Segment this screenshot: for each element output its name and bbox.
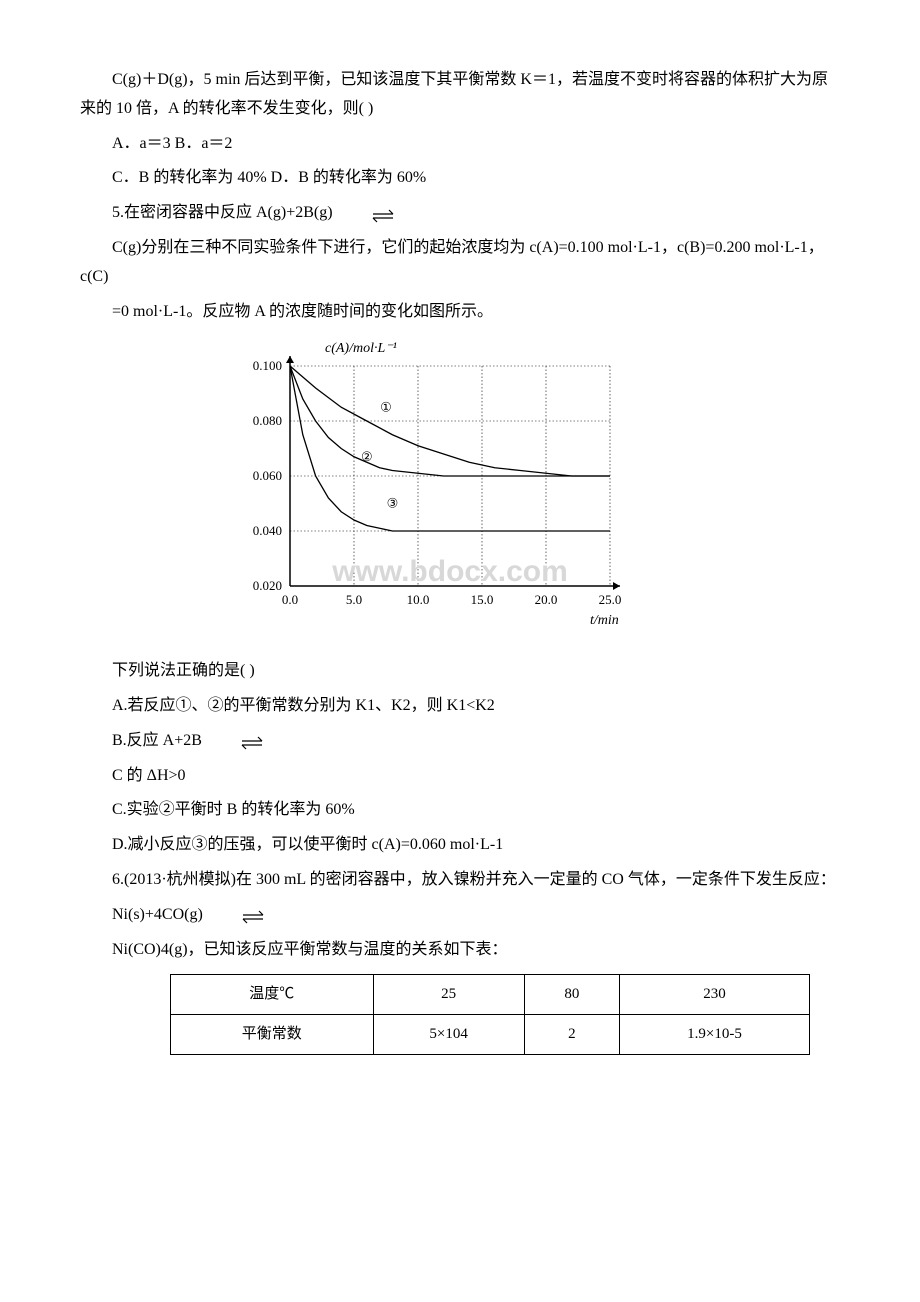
svg-text:5.0: 5.0 [346,592,362,607]
svg-text:0.060: 0.060 [253,468,282,483]
svg-text:0.100: 0.100 [253,358,282,373]
q5-optB-suffix: C 的 ΔH>0 [80,762,840,791]
table-cell: 平衡常数 [171,1015,374,1055]
concentration-chart: 0.0 5.0 10.0 15.0 20.0 25.0 0.020 0.040 0.060 0.0… [210,336,840,647]
svg-text:www.bdocx.com: www.bdocx.com [331,555,568,588]
q4-optC: C．B 的转化率为 40% D．B 的转化率为 60% [80,164,840,193]
q5-optC: C.实验②平衡时 B 的转化率为 60% [80,796,840,825]
table-cell: 1.9×10-5 [620,1015,810,1055]
equilibrium-icon [208,733,238,749]
table-cell: 25 [373,975,524,1015]
q5-intro-text: 5.在密闭容器中反应 A(g)+2B(g) [112,204,333,221]
svg-text:0.080: 0.080 [253,413,282,428]
equilibrium-icon [339,206,369,222]
q5-prompt: 下列说法正确的是( ) [80,657,840,686]
table-cell: 2 [524,1015,619,1055]
table-cell: 5×104 [373,1015,524,1055]
svg-text:15.0: 15.0 [471,592,494,607]
table-cell: 80 [524,975,619,1015]
q5-intro: 5.在密闭容器中反应 A(g)+2B(g) [80,199,840,228]
chart-svg: 0.0 5.0 10.0 15.0 20.0 25.0 0.020 0.040 0.060 0.0… [210,336,630,636]
svg-text:20.0: 20.0 [535,592,558,607]
svg-text:①: ① [380,400,392,415]
q5-line2: C(g)分别在三种不同实验条件下进行，它们的起始浓度均为 c(A)=0.100 … [80,234,840,292]
svg-text:0.0: 0.0 [282,592,298,607]
table-row: 温度℃ 25 80 230 [171,975,810,1015]
q5-optD: D.减小反应③的压强，可以使平衡时 c(A)=0.060 mol·L-1 [80,831,840,860]
q5-optA: A.若反应①、②的平衡常数分别为 K1、K2，则 K1<K2 [80,692,840,721]
q6-eq-prefix: Ni(s)+4CO(g) [112,906,203,923]
q6-eq: Ni(s)+4CO(g) [80,901,840,930]
table-cell: 230 [620,975,810,1015]
equilibrium-icon [209,907,239,923]
svg-text:0.020: 0.020 [253,578,282,593]
q6-intro: 6.(2013·杭州模拟)在 300 mL 的密闭容器中，放入镍粉并充入一定量的… [80,866,840,895]
svg-text:c(A)/mol·L⁻¹: c(A)/mol·L⁻¹ [325,341,397,356]
svg-text:25.0: 25.0 [599,592,622,607]
svg-text:②: ② [361,449,373,464]
svg-text:10.0: 10.0 [407,592,430,607]
q5-optB: B.反应 A+2B [80,727,840,756]
q6-line2: Ni(CO)4(g)，已知该反应平衡常数与温度的关系如下表： [80,936,840,965]
q5-optB-prefix: B.反应 A+2B [112,732,202,749]
q5-line3: =0 mol·L-1。反应物 A 的浓度随时间的变化如图所示。 [80,298,840,327]
q4-optA: A．a＝3 B．a＝2 [80,130,840,159]
svg-text:t/min: t/min [590,613,619,628]
table-cell: 温度℃ [171,975,374,1015]
svg-text:③: ③ [387,496,399,511]
q4-line1: C(g)＋D(g)，5 min 后达到平衡，已知该温度下其平衡常数 K＝1，若温… [80,66,840,124]
table-row: 平衡常数 5×104 2 1.9×10-5 [171,1015,810,1055]
svg-text:0.040: 0.040 [253,523,282,538]
equilibrium-constant-table: 温度℃ 25 80 230 平衡常数 5×104 2 1.9×10-5 [170,974,810,1055]
